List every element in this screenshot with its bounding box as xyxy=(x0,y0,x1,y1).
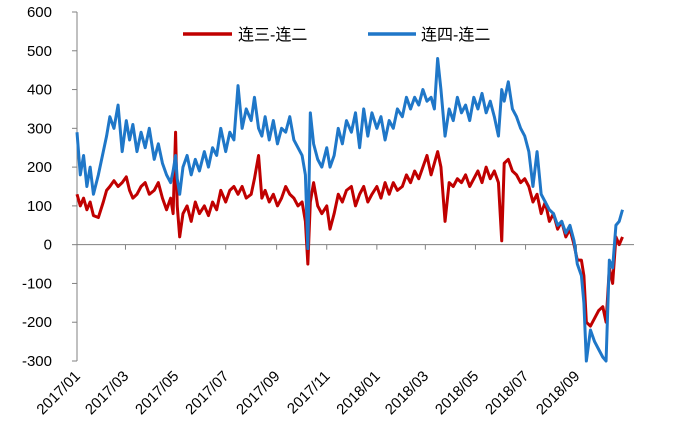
legend-label-series-2: 连四-连二 xyxy=(421,26,490,44)
x-tick-label: 2017/03 xyxy=(82,368,132,418)
y-tick-label: 300 xyxy=(27,120,52,137)
x-tick-label: 2017/11 xyxy=(284,368,334,418)
x-tick-label: 2018/09 xyxy=(533,368,583,418)
y-tick-label: 400 xyxy=(27,82,52,99)
x-tick-label: 2018/05 xyxy=(432,368,482,418)
x-tick-label: 2018/07 xyxy=(482,368,532,418)
x-tick-label: 2017/07 xyxy=(182,368,232,418)
x-tick-label: 2018/03 xyxy=(382,368,432,418)
y-tick-label: 200 xyxy=(27,159,52,176)
series-lines xyxy=(75,57,624,363)
series-line-1 xyxy=(75,130,624,328)
y-axis: 600 500 400 300 200 100 0 -100 -200 -300 xyxy=(22,4,78,370)
y-tick-label: -200 xyxy=(22,314,52,331)
x-tick-label: 2017/09 xyxy=(233,368,283,418)
y-tick-label: 100 xyxy=(27,198,52,215)
y-tick-label: -100 xyxy=(22,275,52,292)
x-tick-label: 2017/05 xyxy=(132,368,182,418)
legend: 连三-连二 连四-连二 xyxy=(183,26,490,44)
x-tick-label: 2017/01 xyxy=(33,368,83,418)
x-tick-label: 2018/01 xyxy=(333,368,383,418)
y-tick-label: 500 xyxy=(27,43,52,60)
series-line-2 xyxy=(75,57,624,363)
y-tick-label: -300 xyxy=(22,353,52,370)
legend-label-series-1: 连三-连二 xyxy=(238,26,307,44)
y-tick-label: 0 xyxy=(44,237,52,254)
y-tick-label: 600 xyxy=(27,4,52,21)
